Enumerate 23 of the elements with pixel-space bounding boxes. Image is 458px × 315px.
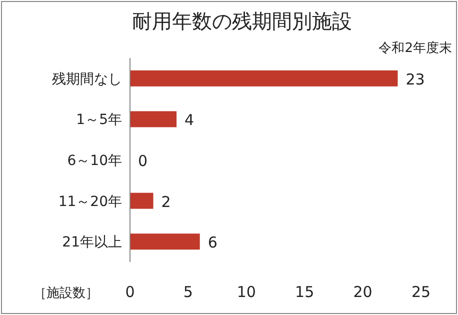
y-tick-label: 6～10年 bbox=[67, 153, 122, 169]
x-tick-label: 10 bbox=[236, 283, 256, 301]
data-label: 6 bbox=[208, 234, 218, 252]
x-tick-label: 15 bbox=[295, 283, 314, 301]
bar bbox=[130, 234, 200, 250]
data-label: 0 bbox=[138, 152, 148, 170]
x-tick-label: 5 bbox=[183, 283, 193, 301]
x-tick-label: 25 bbox=[411, 283, 431, 301]
y-tick-label: 21年以上 bbox=[62, 234, 122, 251]
bar bbox=[130, 111, 177, 128]
bar bbox=[130, 70, 398, 86]
y-tick-label: 残期間なし bbox=[52, 71, 122, 88]
data-label: 23 bbox=[406, 70, 425, 88]
y-tick-label: 11～20年 bbox=[58, 194, 122, 210]
x-tick-label: 20 bbox=[353, 283, 372, 301]
chart-title: 耐用年数の残期間別施設 bbox=[132, 9, 352, 33]
y-tick-label: 1～5年 bbox=[76, 112, 122, 128]
data-label: 4 bbox=[184, 111, 194, 130]
chart-subtitle: 令和2年度末 bbox=[378, 40, 452, 56]
data-label: 2 bbox=[161, 192, 171, 211]
x-axis-title: ［施設数］ bbox=[34, 286, 98, 301]
x-tick-label: 0 bbox=[125, 283, 135, 301]
bar bbox=[130, 192, 154, 209]
